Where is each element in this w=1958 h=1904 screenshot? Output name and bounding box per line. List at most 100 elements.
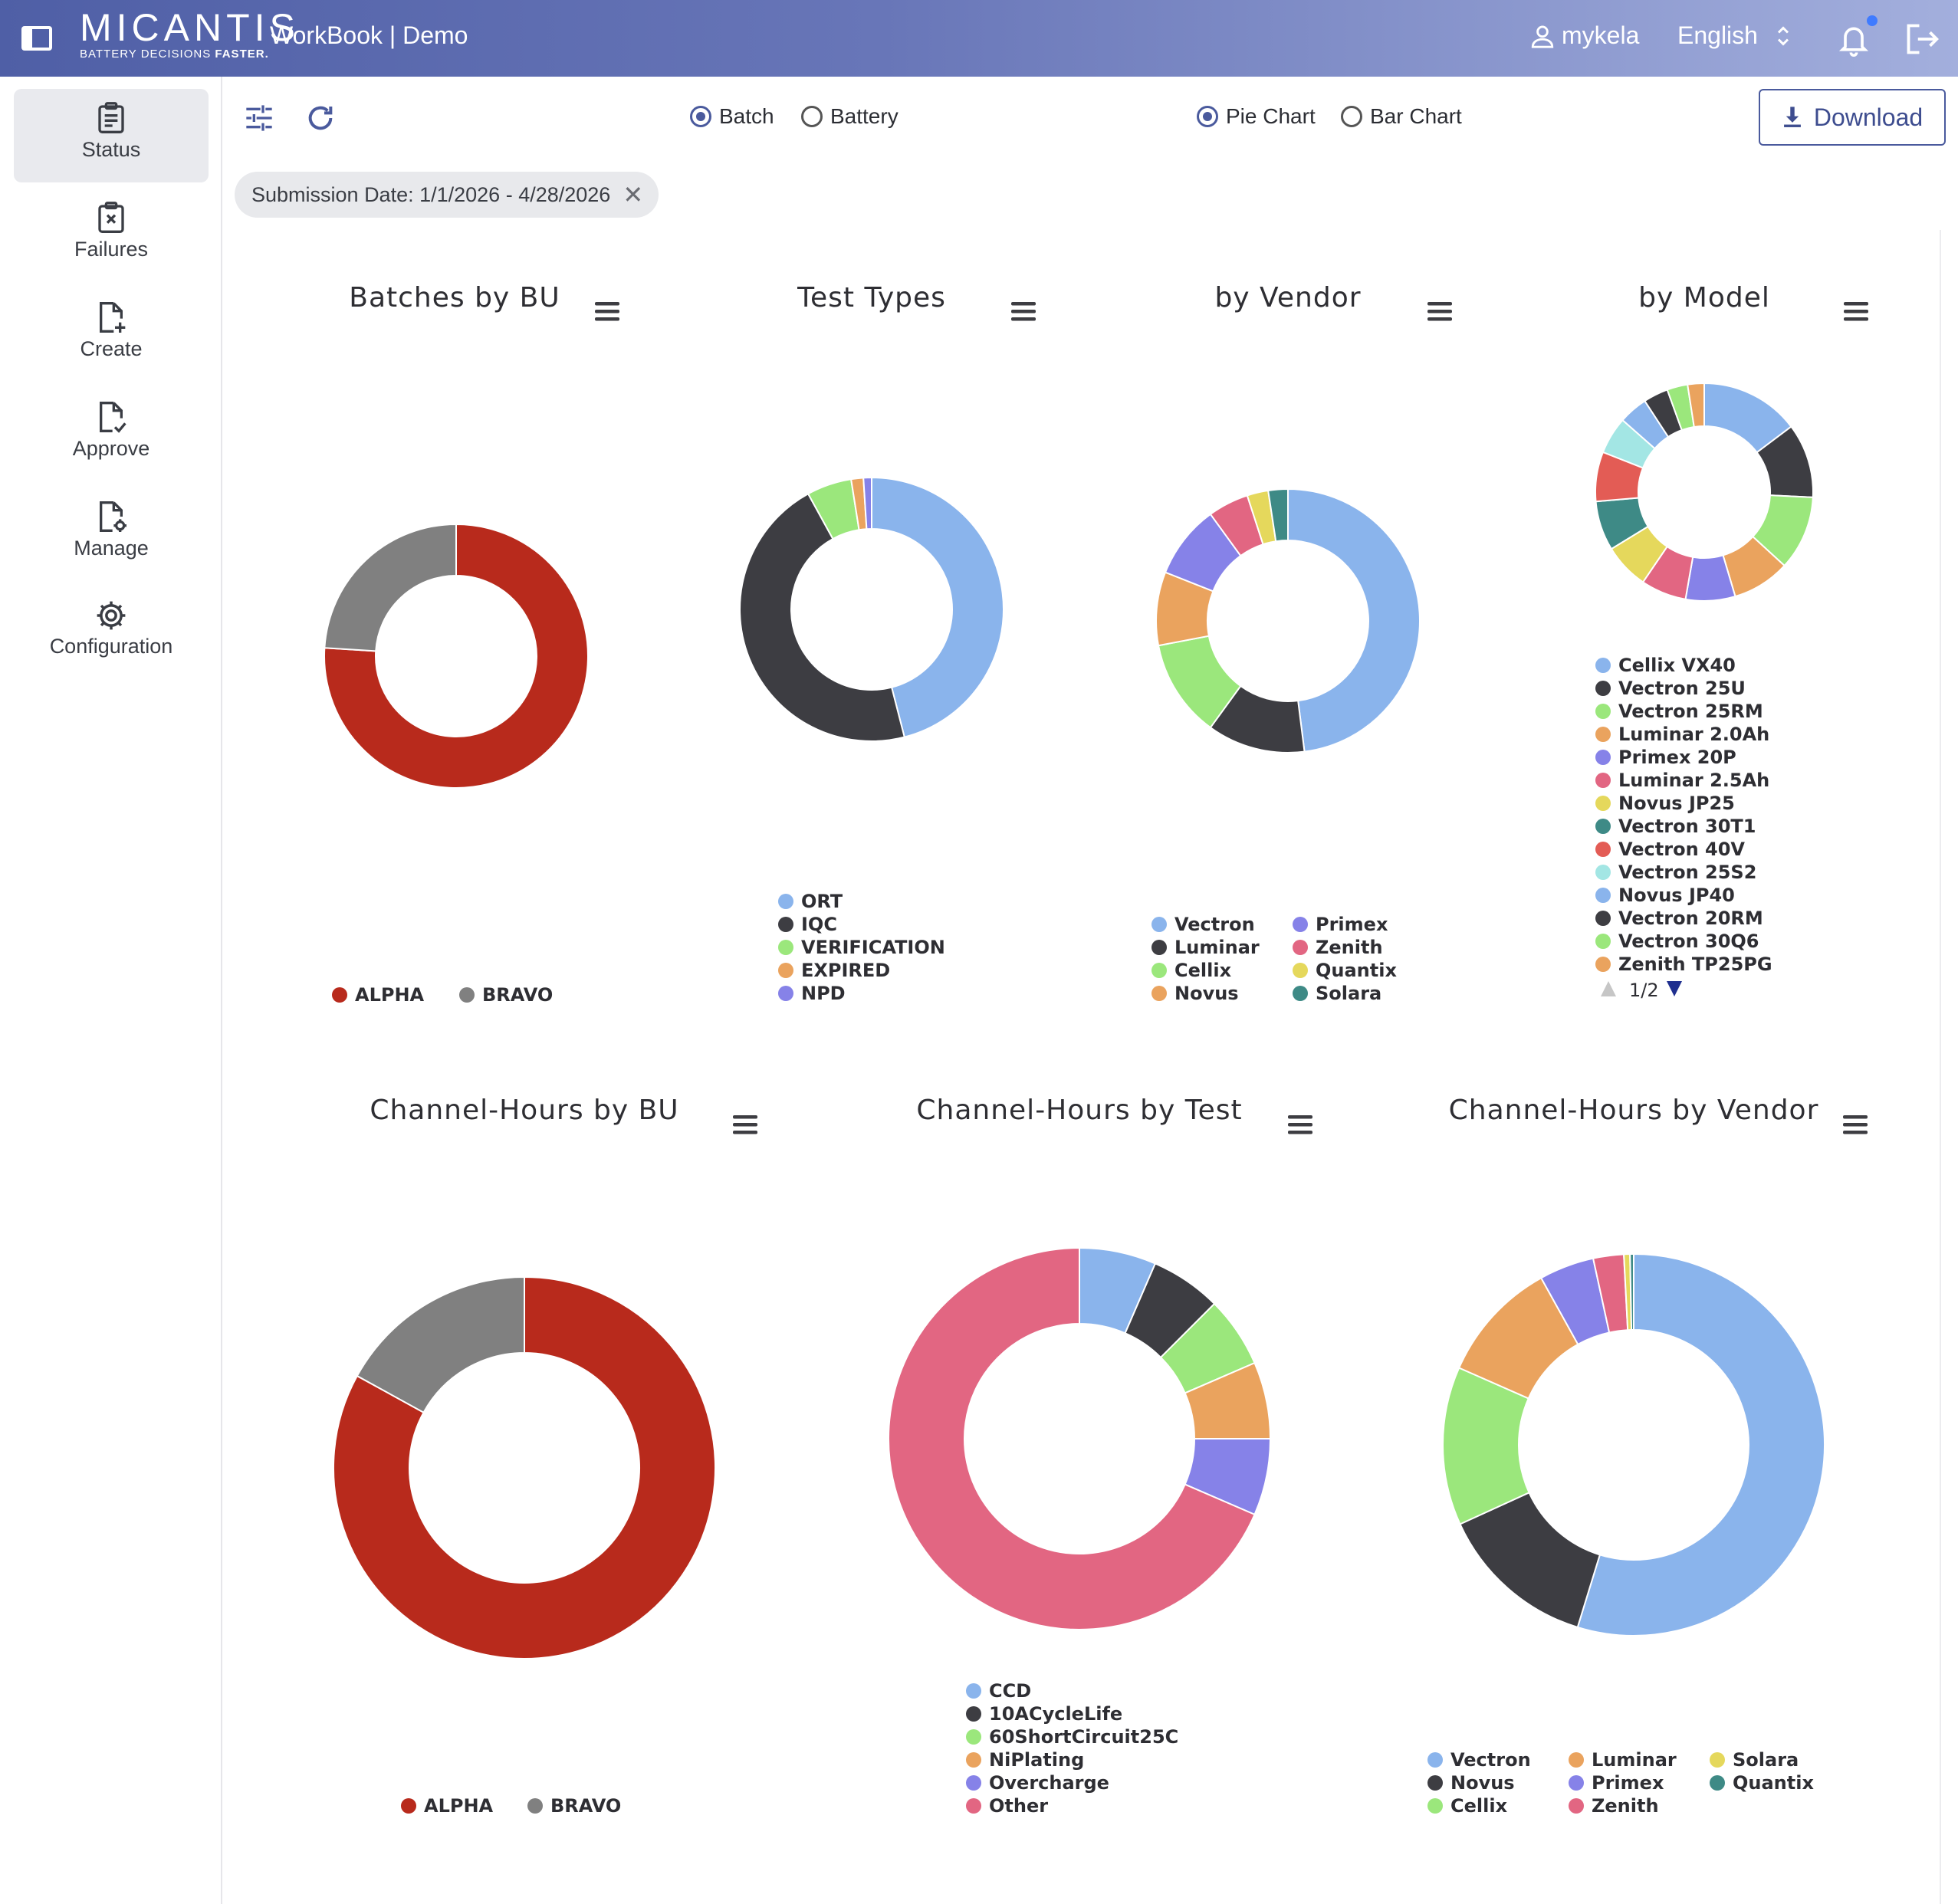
legend-marker — [1710, 1775, 1725, 1791]
legend-item[interactable]: Novus JP25 — [1595, 793, 1735, 814]
legend-item[interactable]: Primex 20P — [1595, 747, 1736, 768]
legend-item[interactable]: Vectron 25S2 — [1595, 862, 1756, 883]
legend-item[interactable]: Novus — [1151, 983, 1239, 1004]
menu-icon[interactable] — [1844, 302, 1868, 321]
legend-item[interactable]: Quantix — [1293, 960, 1397, 981]
legend-item[interactable]: Novus — [1427, 1772, 1515, 1794]
legend-item[interactable]: Vectron — [1151, 914, 1255, 935]
legend-item[interactable]: EXPIRED — [778, 960, 890, 981]
pager-down-icon[interactable] — [1667, 981, 1682, 996]
legend-marker — [1595, 911, 1611, 926]
legend-item[interactable]: Luminar — [1151, 937, 1260, 958]
sidebar-item-create[interactable]: Create — [14, 288, 209, 382]
menu-icon[interactable] — [1427, 302, 1452, 321]
pie-slice-alpha[interactable] — [333, 1275, 716, 1659]
legend-item[interactable]: NPD — [778, 983, 846, 1004]
legend-item[interactable]: Novus JP40 — [1595, 885, 1735, 906]
user-menu[interactable]: mykela — [1529, 21, 1639, 50]
legend-item[interactable]: ALPHA — [401, 1795, 494, 1817]
legend-item[interactable]: Zenith — [1293, 937, 1383, 958]
pie-slice-quantix[interactable] — [1629, 1252, 1634, 1331]
legend-item[interactable]: Vectron 20RM — [1595, 908, 1763, 929]
legend-item[interactable]: 10ACycleLife — [966, 1703, 1122, 1725]
radio-batch[interactable]: Batch — [690, 104, 774, 129]
legend-item[interactable]: Cellix — [1151, 960, 1232, 981]
pie-slice-vectron[interactable] — [1287, 487, 1421, 753]
legend-item[interactable]: Primex — [1293, 914, 1388, 935]
close-icon[interactable]: ✕ — [623, 181, 644, 208]
user-icon — [1531, 25, 1554, 48]
pager-up-icon[interactable] — [1601, 981, 1616, 996]
menu-icon[interactable] — [1843, 1115, 1868, 1134]
download-button[interactable]: Download — [1759, 89, 1946, 146]
sidebar-item-failures[interactable]: Failures — [14, 189, 209, 282]
legend-item[interactable]: Vectron 25RM — [1595, 701, 1763, 722]
menu-icon[interactable] — [595, 302, 619, 321]
pie-slice-iqc[interactable] — [739, 492, 905, 742]
legend-item[interactable]: Overcharge — [966, 1772, 1109, 1794]
legend-item[interactable]: Vectron 40V — [1595, 839, 1745, 860]
legend-item[interactable]: BRAVO — [527, 1795, 621, 1817]
legend-item[interactable]: Luminar — [1569, 1749, 1677, 1771]
pie-slice-npd[interactable] — [862, 476, 872, 530]
menu-icon[interactable] — [733, 1115, 757, 1134]
radio-battery[interactable]: Battery — [801, 104, 899, 129]
legend-item[interactable]: Cellix — [1427, 1795, 1508, 1817]
legend-item[interactable]: Vectron — [1427, 1749, 1531, 1771]
sidebar-item-configuration[interactable]: Configuration — [14, 587, 209, 681]
filter-chip[interactable]: Submission Date: 1/1/2026 - 4/28/2026 ✕ — [235, 172, 659, 218]
sidebar-item-status[interactable]: Status — [14, 89, 209, 182]
brand-logo[interactable]: MICANTIS BATTERY DECISIONS FASTER. — [80, 6, 300, 61]
menu-icon[interactable] — [1011, 302, 1036, 321]
legend-item[interactable]: VERIFICATION — [778, 937, 945, 958]
legend-item[interactable]: Other — [966, 1795, 1048, 1817]
pie-slice-solara[interactable] — [1267, 487, 1289, 543]
legend-item[interactable]: Luminar 2.5Ah — [1595, 770, 1769, 791]
radio-button[interactable] — [1197, 106, 1218, 127]
pie-slice-bravo[interactable] — [356, 1275, 525, 1414]
scrollbar[interactable] — [1940, 230, 1958, 1904]
legend-item[interactable]: Zenith — [1569, 1795, 1659, 1817]
brand-name: MICANTIS — [80, 6, 300, 49]
sidebar-toggle-icon[interactable] — [21, 26, 52, 51]
sliders-icon[interactable] — [244, 103, 274, 133]
refresh-icon[interactable] — [305, 103, 336, 133]
legend-label: VERIFICATION — [801, 937, 945, 958]
logout-icon[interactable] — [1904, 23, 1940, 55]
pie-slice-vectron[interactable] — [1576, 1252, 1826, 1636]
legend-item[interactable]: NiPlating — [966, 1749, 1084, 1771]
sidebar-item-manage[interactable]: Manage — [14, 487, 209, 581]
radio-button[interactable] — [801, 106, 823, 127]
legend-item[interactable]: Luminar 2.0Ah — [1595, 724, 1769, 745]
pie-slice-zenith-tp25pg[interactable] — [1687, 382, 1705, 428]
pie-slice-alpha[interactable] — [324, 523, 589, 789]
legend-item[interactable]: Cellix VX40 — [1595, 655, 1736, 676]
radio-bar-chart[interactable]: Bar Chart — [1341, 104, 1462, 129]
legend-item[interactable]: Quantix — [1710, 1772, 1814, 1794]
radio-pie-chart[interactable]: Pie Chart — [1197, 104, 1316, 129]
bell-icon[interactable] — [1837, 21, 1871, 58]
pie-slice-other[interactable] — [888, 1246, 1256, 1630]
language-select[interactable]: English — [1677, 21, 1790, 50]
legend-item[interactable]: Vectron 30T1 — [1595, 816, 1756, 837]
pie-slice-bravo[interactable] — [324, 523, 457, 652]
legend-item[interactable]: Solara — [1293, 983, 1381, 1004]
legend-item[interactable]: Solara — [1710, 1749, 1799, 1771]
legend-item[interactable]: ORT — [778, 891, 843, 912]
legend-item[interactable]: IQC — [778, 914, 837, 935]
menu-icon[interactable] — [1288, 1115, 1312, 1134]
legend-item[interactable]: Zenith TP25PG — [1595, 954, 1772, 975]
legend-item[interactable]: 60ShortCircuit25C — [966, 1726, 1178, 1748]
legend-item[interactable]: BRAVO — [459, 984, 553, 1006]
legend-item[interactable]: ALPHA — [332, 984, 425, 1006]
radio-button[interactable] — [1341, 106, 1362, 127]
legend-item[interactable]: Vectron 30Q6 — [1595, 931, 1759, 952]
sidebar-item-approve[interactable]: Approve — [14, 388, 209, 481]
radio-button[interactable] — [690, 106, 711, 127]
legend-marker — [1595, 819, 1611, 834]
pie-slice-ort[interactable] — [871, 476, 1004, 738]
legend-marker — [1595, 865, 1611, 880]
legend-item[interactable]: Vectron 25U — [1595, 678, 1746, 699]
legend-item[interactable]: Primex — [1569, 1772, 1664, 1794]
legend-item[interactable]: CCD — [966, 1680, 1031, 1702]
